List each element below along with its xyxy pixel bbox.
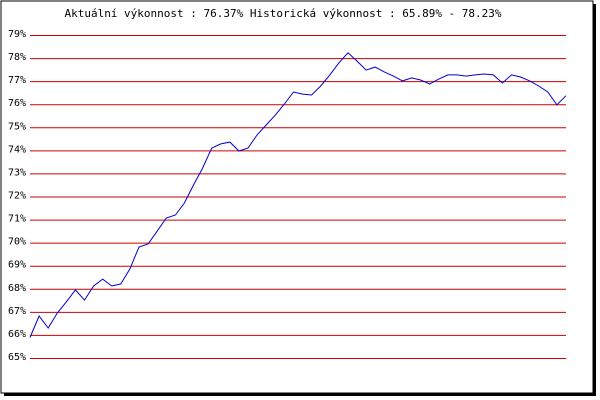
y-tick-label: 68%: [8, 283, 26, 294]
y-tick-label: 79%: [8, 29, 26, 40]
y-tick-label: 78%: [8, 52, 26, 63]
y-tick-label: 77%: [8, 75, 26, 86]
y-tick-label: 72%: [8, 191, 26, 202]
y-tick-label: 71%: [8, 214, 26, 225]
y-tick-label: 66%: [8, 329, 26, 340]
line: [29, 52, 567, 338]
y-tick-label: 65%: [8, 352, 26, 363]
chart-title: Aktuální výkonnost : 76.37% Historická v…: [64, 7, 501, 20]
y-tick-label: 76%: [8, 98, 26, 109]
y-tick-label: 75%: [8, 121, 26, 132]
y-tick-label: 73%: [8, 167, 26, 178]
y-tick-label: 67%: [8, 306, 26, 317]
y-tick-label: 69%: [8, 260, 26, 271]
y-tick-label: 74%: [8, 144, 26, 155]
y-tick-label: 70%: [8, 237, 26, 248]
